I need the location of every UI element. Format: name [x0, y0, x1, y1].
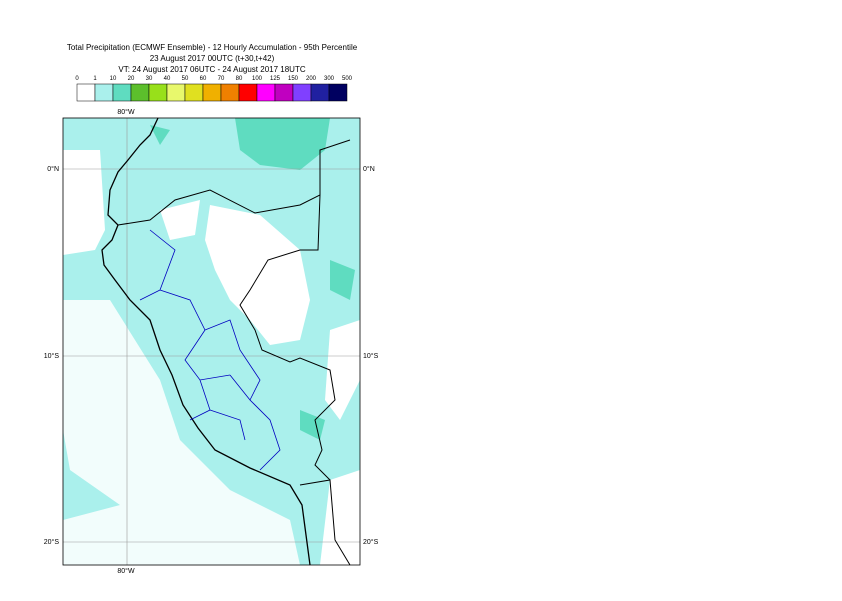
legend-swatch [328, 83, 348, 102]
legend-swatch [310, 83, 330, 102]
legend-swatch [76, 83, 96, 102]
legend-swatch [256, 83, 276, 102]
legend-label: 50 [182, 76, 189, 82]
legend: 0 1 10 20 30 40 50 60 70 80 100 125 150 200 300 500 [75, 76, 353, 102]
legend-label: 500 [342, 76, 353, 82]
legend-swatch [94, 83, 114, 102]
legend-swatch [274, 83, 294, 102]
borders [117, 139, 351, 566]
legend-label: 125 [270, 76, 281, 82]
dry-areas [63, 150, 360, 565]
lat-label: 0°N [47, 165, 59, 173]
legend-label: 0 [75, 76, 79, 82]
base-time: 23 August 2017 00UTC (t+30,t+42) [150, 54, 275, 63]
legend-label: 300 [324, 76, 335, 82]
legend-label: 10 [110, 76, 117, 82]
lat-label: 10°S [44, 352, 60, 360]
lon-label: 80°W [117, 567, 135, 575]
graticule [63, 118, 360, 565]
valid-time: VT: 24 August 2017 06UTC - 24 August 201… [118, 65, 305, 74]
legend-swatch [202, 83, 222, 102]
lat-label: 0°N [363, 165, 375, 173]
lat-label: 20°S [44, 538, 60, 546]
lat-label: 10°S [363, 352, 379, 360]
lon-label: 80°W [117, 108, 135, 116]
legend-swatch [166, 83, 186, 102]
legend-swatch [220, 83, 240, 102]
legend-label: 20 [128, 76, 135, 82]
legend-label: 40 [164, 76, 171, 82]
legend-label: 70 [218, 76, 225, 82]
legend-label: 100 [252, 76, 263, 82]
wet-areas [150, 118, 355, 440]
legend-label: 80 [236, 76, 243, 82]
map [62, 117, 361, 566]
legend-swatch [130, 83, 150, 102]
legend-label: 1 [93, 76, 97, 82]
title: Total Precipitation (ECMWF Ensemble) - 1… [67, 43, 358, 52]
legend-label: 150 [288, 76, 299, 82]
legend-label: 200 [306, 76, 317, 82]
legend-label: 30 [146, 76, 153, 82]
coastline [101, 117, 311, 566]
admin-borders [139, 229, 281, 471]
legend-swatch [148, 83, 168, 102]
legend-label: 60 [200, 76, 207, 82]
map-frame [62, 117, 361, 566]
lat-label: 20°S [363, 538, 379, 546]
legend-swatch [292, 83, 312, 102]
legend-swatch [184, 83, 204, 102]
legend-swatch [238, 83, 258, 102]
legend-swatch [112, 83, 132, 102]
